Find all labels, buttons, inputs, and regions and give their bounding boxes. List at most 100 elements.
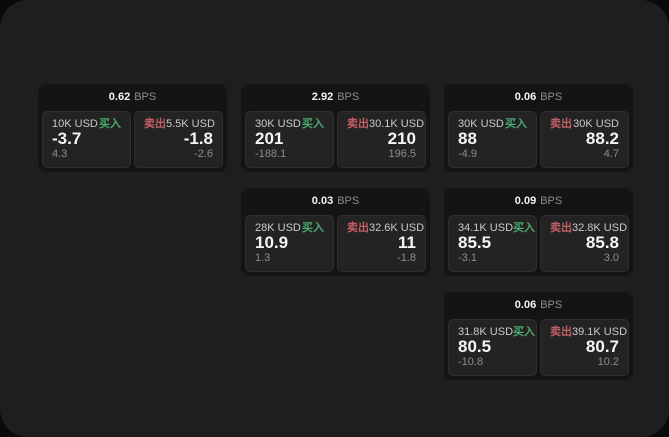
sell-amount-label: 30.1K USD <box>369 118 425 130</box>
sell-tag[interactable]: 卖出 <box>550 118 572 130</box>
buy-amount-label: 30K USD <box>255 118 301 130</box>
sell-cell-top-row: 卖出 32.6K USD <box>347 222 424 234</box>
buy-secondary-value: -4.9 <box>458 147 477 160</box>
sell-cell[interactable]: 卖出 32.8K USD 85.8 3.0 <box>540 215 629 273</box>
sell-cell[interactable]: 卖出 30.1K USD 210 196.5 <box>337 111 426 169</box>
buy-primary-value: -3.7 <box>52 129 82 149</box>
sell-secondary-value: 10.2 <box>597 355 619 368</box>
sell-primary-value: 210 <box>387 129 416 149</box>
sell-primary-value: 80.7 <box>585 337 619 357</box>
card-header: 0.62 BPS <box>38 84 227 111</box>
buy-cell-top-row: 10K USD 买入 <box>52 118 121 130</box>
sell-secondary-value: -2.6 <box>194 147 213 160</box>
buy-cell-top-row: 30K USD 买入 <box>458 118 527 130</box>
quote-card: 0.62 BPS 10K USD 买入 -3.7 4.3 卖出 5.5K USD… <box>38 84 227 172</box>
bps-unit-label: BPS <box>337 195 360 207</box>
sell-secondary-value: 4.7 <box>603 147 619 160</box>
buy-primary-value: 201 <box>255 129 284 149</box>
buy-tag[interactable]: 买入 <box>505 118 527 130</box>
bps-unit-label: BPS <box>540 91 563 103</box>
bps-value: 2.92 <box>311 91 334 103</box>
bps-unit-label: BPS <box>337 91 360 103</box>
sell-secondary-value: 196.5 <box>388 147 416 160</box>
buy-cell[interactable]: 30K USD 买入 88 -4.9 <box>448 111 537 169</box>
sell-cell[interactable]: 卖出 39.1K USD 80.7 10.2 <box>540 319 629 377</box>
buy-amount-label: 28K USD <box>255 222 301 234</box>
sell-amount-label: 32.6K USD <box>369 222 425 234</box>
buy-cell[interactable]: 31.8K USD 买入 80.5 -10.8 <box>448 319 537 377</box>
bps-unit-label: BPS <box>540 195 563 207</box>
buy-cell-top-row: 34.1K USD 买入 <box>458 222 535 234</box>
sell-cell-top-row: 卖出 32.8K USD <box>550 222 627 234</box>
quote-card: 0.06 BPS 30K USD 买入 88 -4.9 卖出 30K USD 8… <box>444 84 633 172</box>
sell-amount-label: 30K USD <box>573 118 619 130</box>
buy-tag[interactable]: 买入 <box>99 118 121 130</box>
buy-cell[interactable]: 30K USD 买入 201 -188.1 <box>245 111 334 169</box>
card-body: 31.8K USD 买入 80.5 -10.8 卖出 39.1K USD 80.… <box>444 319 633 380</box>
buy-tag[interactable]: 买入 <box>302 222 324 234</box>
sell-tag[interactable]: 卖出 <box>550 326 572 338</box>
sell-amount-label: 39.1K USD <box>572 326 628 338</box>
card-body: 30K USD 买入 88 -4.9 卖出 30K USD 88.2 4.7 <box>444 111 633 172</box>
buy-amount-label: 34.1K USD <box>458 222 514 234</box>
bps-value: 0.62 <box>108 91 131 103</box>
sell-cell-top-row: 卖出 30.1K USD <box>347 118 424 130</box>
sell-amount-label: 32.8K USD <box>572 222 628 234</box>
buy-primary-value: 10.9 <box>255 233 289 253</box>
quote-card: 0.03 BPS 28K USD 买入 10.9 1.3 卖出 32.6K US… <box>241 188 430 276</box>
bps-value: 0.06 <box>514 299 537 311</box>
buy-amount-label: 10K USD <box>52 118 98 130</box>
buy-secondary-value: -188.1 <box>255 147 287 160</box>
quote-card: 0.06 BPS 31.8K USD 买入 80.5 -10.8 卖出 39.1… <box>444 292 633 380</box>
sell-cell[interactable]: 卖出 32.6K USD 11 -1.8 <box>337 215 426 273</box>
bps-unit-label: BPS <box>540 299 563 311</box>
sell-primary-value: 11 <box>398 233 416 253</box>
sell-tag[interactable]: 卖出 <box>144 118 166 130</box>
bps-unit-label: BPS <box>134 91 157 103</box>
sell-cell[interactable]: 卖出 5.5K USD -1.8 -2.6 <box>134 111 223 169</box>
buy-secondary-value: 4.3 <box>52 147 68 160</box>
sell-primary-value: 88.2 <box>585 129 619 149</box>
sell-cell[interactable]: 卖出 30K USD 88.2 4.7 <box>540 111 629 169</box>
sell-primary-value: -1.8 <box>183 129 213 149</box>
card-header: 0.06 BPS <box>444 84 633 111</box>
sell-tag[interactable]: 卖出 <box>550 222 572 234</box>
card-body: 30K USD 买入 201 -188.1 卖出 30.1K USD 210 1… <box>241 111 430 172</box>
buy-tag[interactable]: 买入 <box>513 222 536 234</box>
sell-tag[interactable]: 卖出 <box>347 118 369 130</box>
bps-value: 0.03 <box>311 195 334 207</box>
sell-cell-top-row: 卖出 30K USD <box>550 118 619 130</box>
card-header: 0.09 BPS <box>444 188 633 215</box>
bps-value: 0.09 <box>514 195 537 207</box>
buy-secondary-value: 1.3 <box>255 251 271 264</box>
buy-secondary-value: -10.8 <box>458 355 484 368</box>
buy-secondary-value: -3.1 <box>458 251 477 264</box>
buy-cell[interactable]: 28K USD 买入 10.9 1.3 <box>245 215 334 273</box>
sell-tag[interactable]: 卖出 <box>347 222 369 234</box>
card-body: 34.1K USD 买入 85.5 -3.1 卖出 32.8K USD 85.8… <box>444 215 633 276</box>
buy-tag[interactable]: 买入 <box>513 326 536 338</box>
sell-secondary-value: -1.8 <box>397 251 416 264</box>
quote-card: 2.92 BPS 30K USD 买入 201 -188.1 卖出 30.1K … <box>241 84 430 172</box>
buy-amount-label: 31.8K USD <box>458 326 514 338</box>
buy-primary-value: 88 <box>458 129 477 149</box>
buy-cell[interactable]: 34.1K USD 买入 85.5 -3.1 <box>448 215 537 273</box>
cards-grid: 0.62 BPS 10K USD 买入 -3.7 4.3 卖出 5.5K USD… <box>38 84 633 380</box>
buy-tag[interactable]: 买入 <box>302 118 324 130</box>
sell-amount-label: 5.5K USD <box>166 118 215 130</box>
sell-primary-value: 85.8 <box>585 233 619 253</box>
quote-card: 0.09 BPS 34.1K USD 买入 85.5 -3.1 卖出 32.8K… <box>444 188 633 276</box>
sell-cell-top-row: 卖出 5.5K USD <box>144 118 215 130</box>
bps-value: 0.06 <box>514 91 537 103</box>
card-body: 10K USD 买入 -3.7 4.3 卖出 5.5K USD -1.8 -2.… <box>38 111 227 172</box>
card-header: 0.06 BPS <box>444 292 633 319</box>
buy-amount-label: 30K USD <box>458 118 504 130</box>
sell-secondary-value: 3.0 <box>603 251 619 264</box>
buy-primary-value: 85.5 <box>458 233 492 253</box>
buy-cell-top-row: 30K USD 买入 <box>255 118 324 130</box>
sell-cell-top-row: 卖出 39.1K USD <box>550 326 627 338</box>
buy-cell-top-row: 31.8K USD 买入 <box>458 326 535 338</box>
buy-cell[interactable]: 10K USD 买入 -3.7 4.3 <box>42 111 131 169</box>
buy-primary-value: 80.5 <box>458 337 492 357</box>
